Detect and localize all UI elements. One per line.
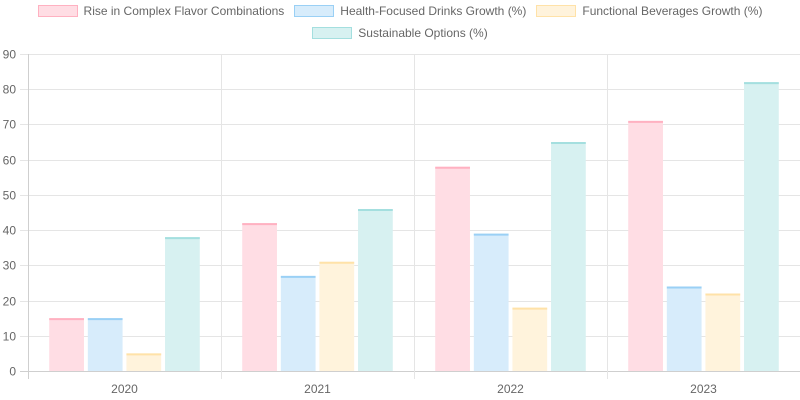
y-tick-label: 30 — [3, 259, 17, 273]
legend-swatch-functional — [536, 5, 577, 17]
legend-swatch-health-focused — [294, 5, 335, 17]
legend-item-complex-flavor[interactable]: Rise in Complex Flavor Combinations — [37, 4, 285, 18]
y-tick-label: 50 — [3, 189, 17, 203]
y-tick-label: 90 — [3, 48, 17, 62]
bar — [87, 318, 123, 371]
bar — [666, 286, 702, 371]
legend-label-health-focused: Health-Focused Drinks Growth (%) — [340, 4, 527, 18]
legend-swatch-complex-flavor — [37, 5, 78, 17]
bar — [744, 82, 779, 371]
legend-label-functional: Functional Beverages Growth (%) — [582, 4, 763, 18]
legend: Rise in Complex Flavor Combinations Heal… — [0, 0, 800, 44]
y-tick-label: 10 — [3, 330, 17, 344]
bar — [126, 353, 162, 371]
bar — [473, 233, 509, 371]
legend-item-health-focused[interactable]: Health-Focused Drinks Growth (%) — [294, 4, 526, 18]
bar — [319, 261, 355, 371]
legend-row-2: Sustainable Options (%) — [0, 22, 800, 44]
bar — [551, 142, 586, 371]
legend-label-complex-flavor: Rise in Complex Flavor Combinations — [83, 4, 285, 18]
y-tick-label: 60 — [3, 154, 17, 168]
legend-label-sustainable: Sustainable Options (%) — [358, 26, 488, 40]
bar — [165, 237, 200, 371]
bar — [358, 208, 393, 371]
bar — [49, 318, 84, 371]
bar — [705, 293, 741, 371]
x-tick-label: 2022 — [497, 382, 524, 396]
legend-item-sustainable[interactable]: Sustainable Options (%) — [312, 26, 488, 40]
x-tick-label: 2020 — [111, 382, 138, 396]
bar — [435, 166, 470, 371]
legend-swatch-sustainable — [312, 27, 353, 39]
x-tick-label: 2023 — [690, 382, 717, 396]
y-tick-label: 20 — [3, 295, 17, 309]
y-tick-label: 70 — [3, 118, 17, 132]
y-tick-label: 40 — [3, 224, 17, 238]
x-tick-label: 2021 — [304, 382, 331, 396]
y-tick-label: 80 — [3, 83, 17, 97]
legend-item-functional[interactable]: Functional Beverages Growth (%) — [536, 4, 762, 18]
bar — [512, 307, 548, 371]
bar — [242, 223, 277, 371]
bar — [628, 120, 663, 371]
y-tick-label: 0 — [9, 365, 16, 379]
bar — [280, 275, 316, 371]
legend-row-1: Rise in Complex Flavor Combinations Heal… — [0, 0, 800, 22]
